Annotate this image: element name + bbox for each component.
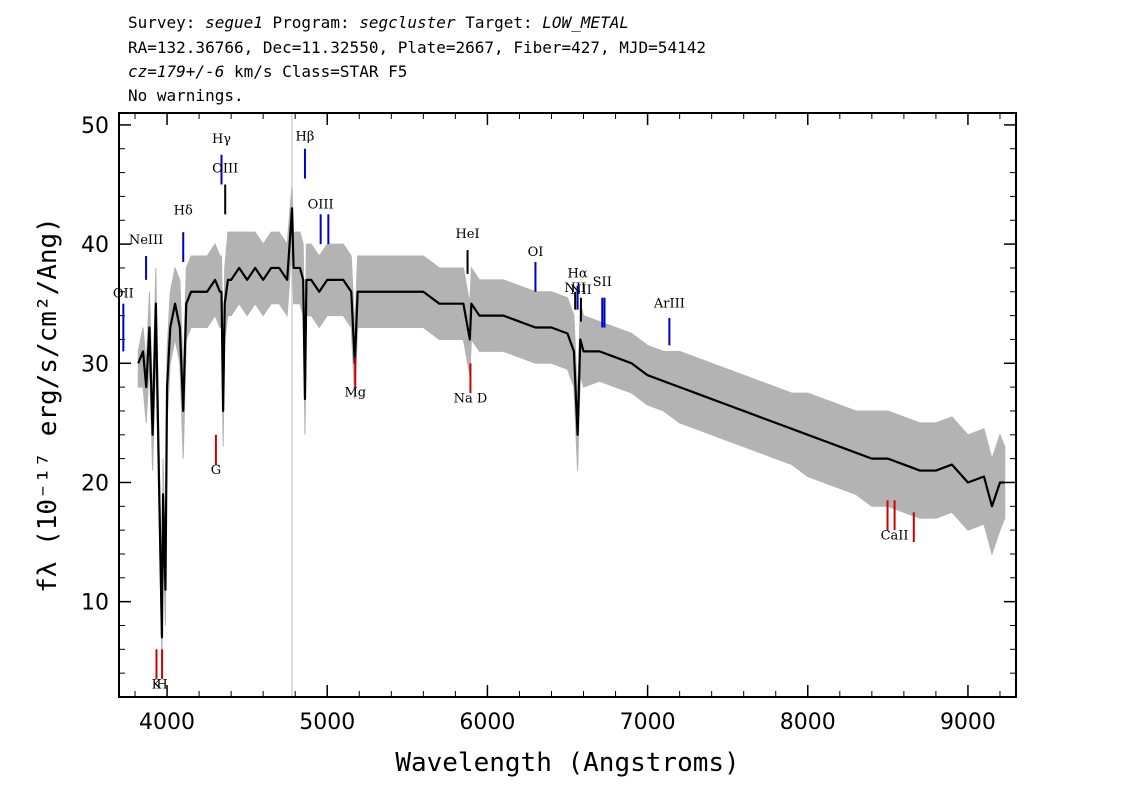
y-tick-label: 30 (81, 352, 109, 377)
line-marker-label: Mg (344, 386, 366, 401)
y-tick-label: 20 (81, 471, 109, 496)
line-marker-label: G (211, 463, 221, 478)
y-tick-label: 10 (81, 591, 109, 616)
line-marker-label: Hγ (212, 132, 231, 147)
spectral-line-markers: OIINeIIIHδHγOIIIHβOIIIHeIOINIIHαNIISIIAr… (113, 129, 915, 693)
smoothed-spectrum-layer (137, 207, 1005, 639)
line-marker-label: Hα (568, 266, 588, 281)
plot-frame (118, 112, 1017, 698)
redshift-value: cz=179+/-6 (128, 62, 225, 81)
program-value: segcluster (359, 13, 456, 32)
line-marker-label: HeI (455, 227, 479, 242)
line-marker-label: CaII (881, 529, 909, 544)
line-marker-label: NII (570, 283, 592, 298)
survey-label: Survey: (128, 13, 196, 32)
line-marker-label: Hβ (296, 129, 315, 144)
line-marker-label: ArIII (653, 296, 685, 311)
warnings-line: No warnings. (128, 86, 244, 105)
target-label: Target: (465, 13, 533, 32)
line-marker-label: SII (593, 275, 612, 290)
line-marker-label: OIII (212, 162, 238, 177)
y-tick-label: 50 (81, 114, 109, 139)
survey-value: segue1 (205, 13, 263, 32)
line-marker-label: NeIII (129, 233, 163, 248)
line-marker-label: H (156, 678, 167, 693)
smoothed-spectrum-line (137, 207, 1005, 639)
x-axis-title: Wavelength (Angstroms) (395, 748, 739, 778)
header-line-3: cz=179+/-6 km/s Class=STAR F5 (128, 62, 407, 81)
x-tick-label: 8000 (780, 710, 836, 735)
axis-ticks: 4000 5000 6000 7000 8000 9000 10 20 30 40 50 (81, 113, 1016, 735)
x-tick-label: 4000 (139, 710, 195, 735)
target-value: LOW_METAL (542, 13, 629, 32)
header-line-1: Survey: segue1 Program: segcluster Targe… (128, 13, 629, 32)
line-marker-label: OII (113, 287, 134, 302)
line-marker-label: OI (528, 245, 544, 260)
line-marker-label: Na D (454, 392, 488, 407)
program-label: Program: (272, 13, 350, 32)
line-marker-label: NII (564, 281, 586, 296)
y-axis-title: fλ (10⁻¹⁷ erg/s/cm²/Ang) (33, 217, 63, 593)
noise-envelope-layer (137, 184, 1006, 662)
header-line-2: RA=132.36766, Dec=11.32550, Plate=2667, … (128, 38, 706, 57)
x-tick-label: 9000 (940, 710, 996, 735)
line-marker-label: K (152, 678, 162, 693)
line-marker-label: Hδ (174, 203, 193, 218)
x-tick-label: 7000 (620, 710, 676, 735)
y-tick-label: 40 (81, 233, 109, 258)
line-marker-label: OIII (308, 197, 334, 212)
class-info: km/s Class=STAR F5 (224, 62, 408, 81)
x-tick-label: 5000 (299, 710, 355, 735)
x-tick-label: 6000 (459, 710, 515, 735)
noise-envelope-band (137, 184, 1006, 662)
